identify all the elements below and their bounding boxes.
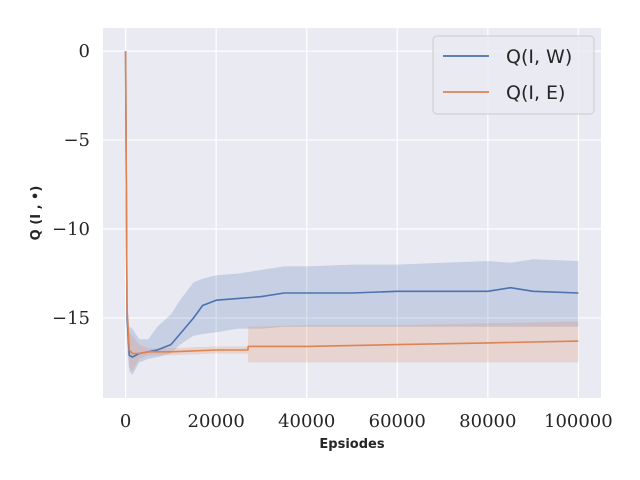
series-lines bbox=[124, 51, 579, 358]
x-tick-label: 40000 bbox=[278, 411, 335, 432]
y-axis-label: Q (I , •) bbox=[29, 186, 44, 241]
confidence-bands bbox=[125, 51, 579, 375]
x-axis-label: Epsiodes bbox=[319, 437, 384, 452]
y-tick-label: 0 bbox=[79, 41, 90, 62]
x-tick-label: 100000 bbox=[544, 411, 613, 432]
x-tick-labels: 0 20000 40000 60000 80000 100000 bbox=[120, 411, 613, 432]
legend-label: Q(I, W) bbox=[506, 46, 572, 68]
y-tick-labels: 0 −5 −10 −15 bbox=[52, 41, 90, 329]
series-line bbox=[124, 51, 579, 358]
y-tick-label: −10 bbox=[52, 219, 90, 240]
confidence-band bbox=[125, 51, 579, 375]
legend-label: Q(I, E) bbox=[506, 82, 565, 104]
y-tick-label: −15 bbox=[52, 308, 90, 329]
x-tick-label: 80000 bbox=[459, 411, 516, 432]
x-tick-label: 20000 bbox=[188, 411, 245, 432]
confidence-band bbox=[125, 51, 579, 372]
x-tick-label: 0 bbox=[120, 411, 131, 432]
legend: Q(I, W) Q(I, E) bbox=[432, 35, 595, 115]
series-line bbox=[124, 51, 579, 355]
x-tick-label: 60000 bbox=[369, 411, 426, 432]
y-tick-label: −5 bbox=[63, 130, 90, 151]
